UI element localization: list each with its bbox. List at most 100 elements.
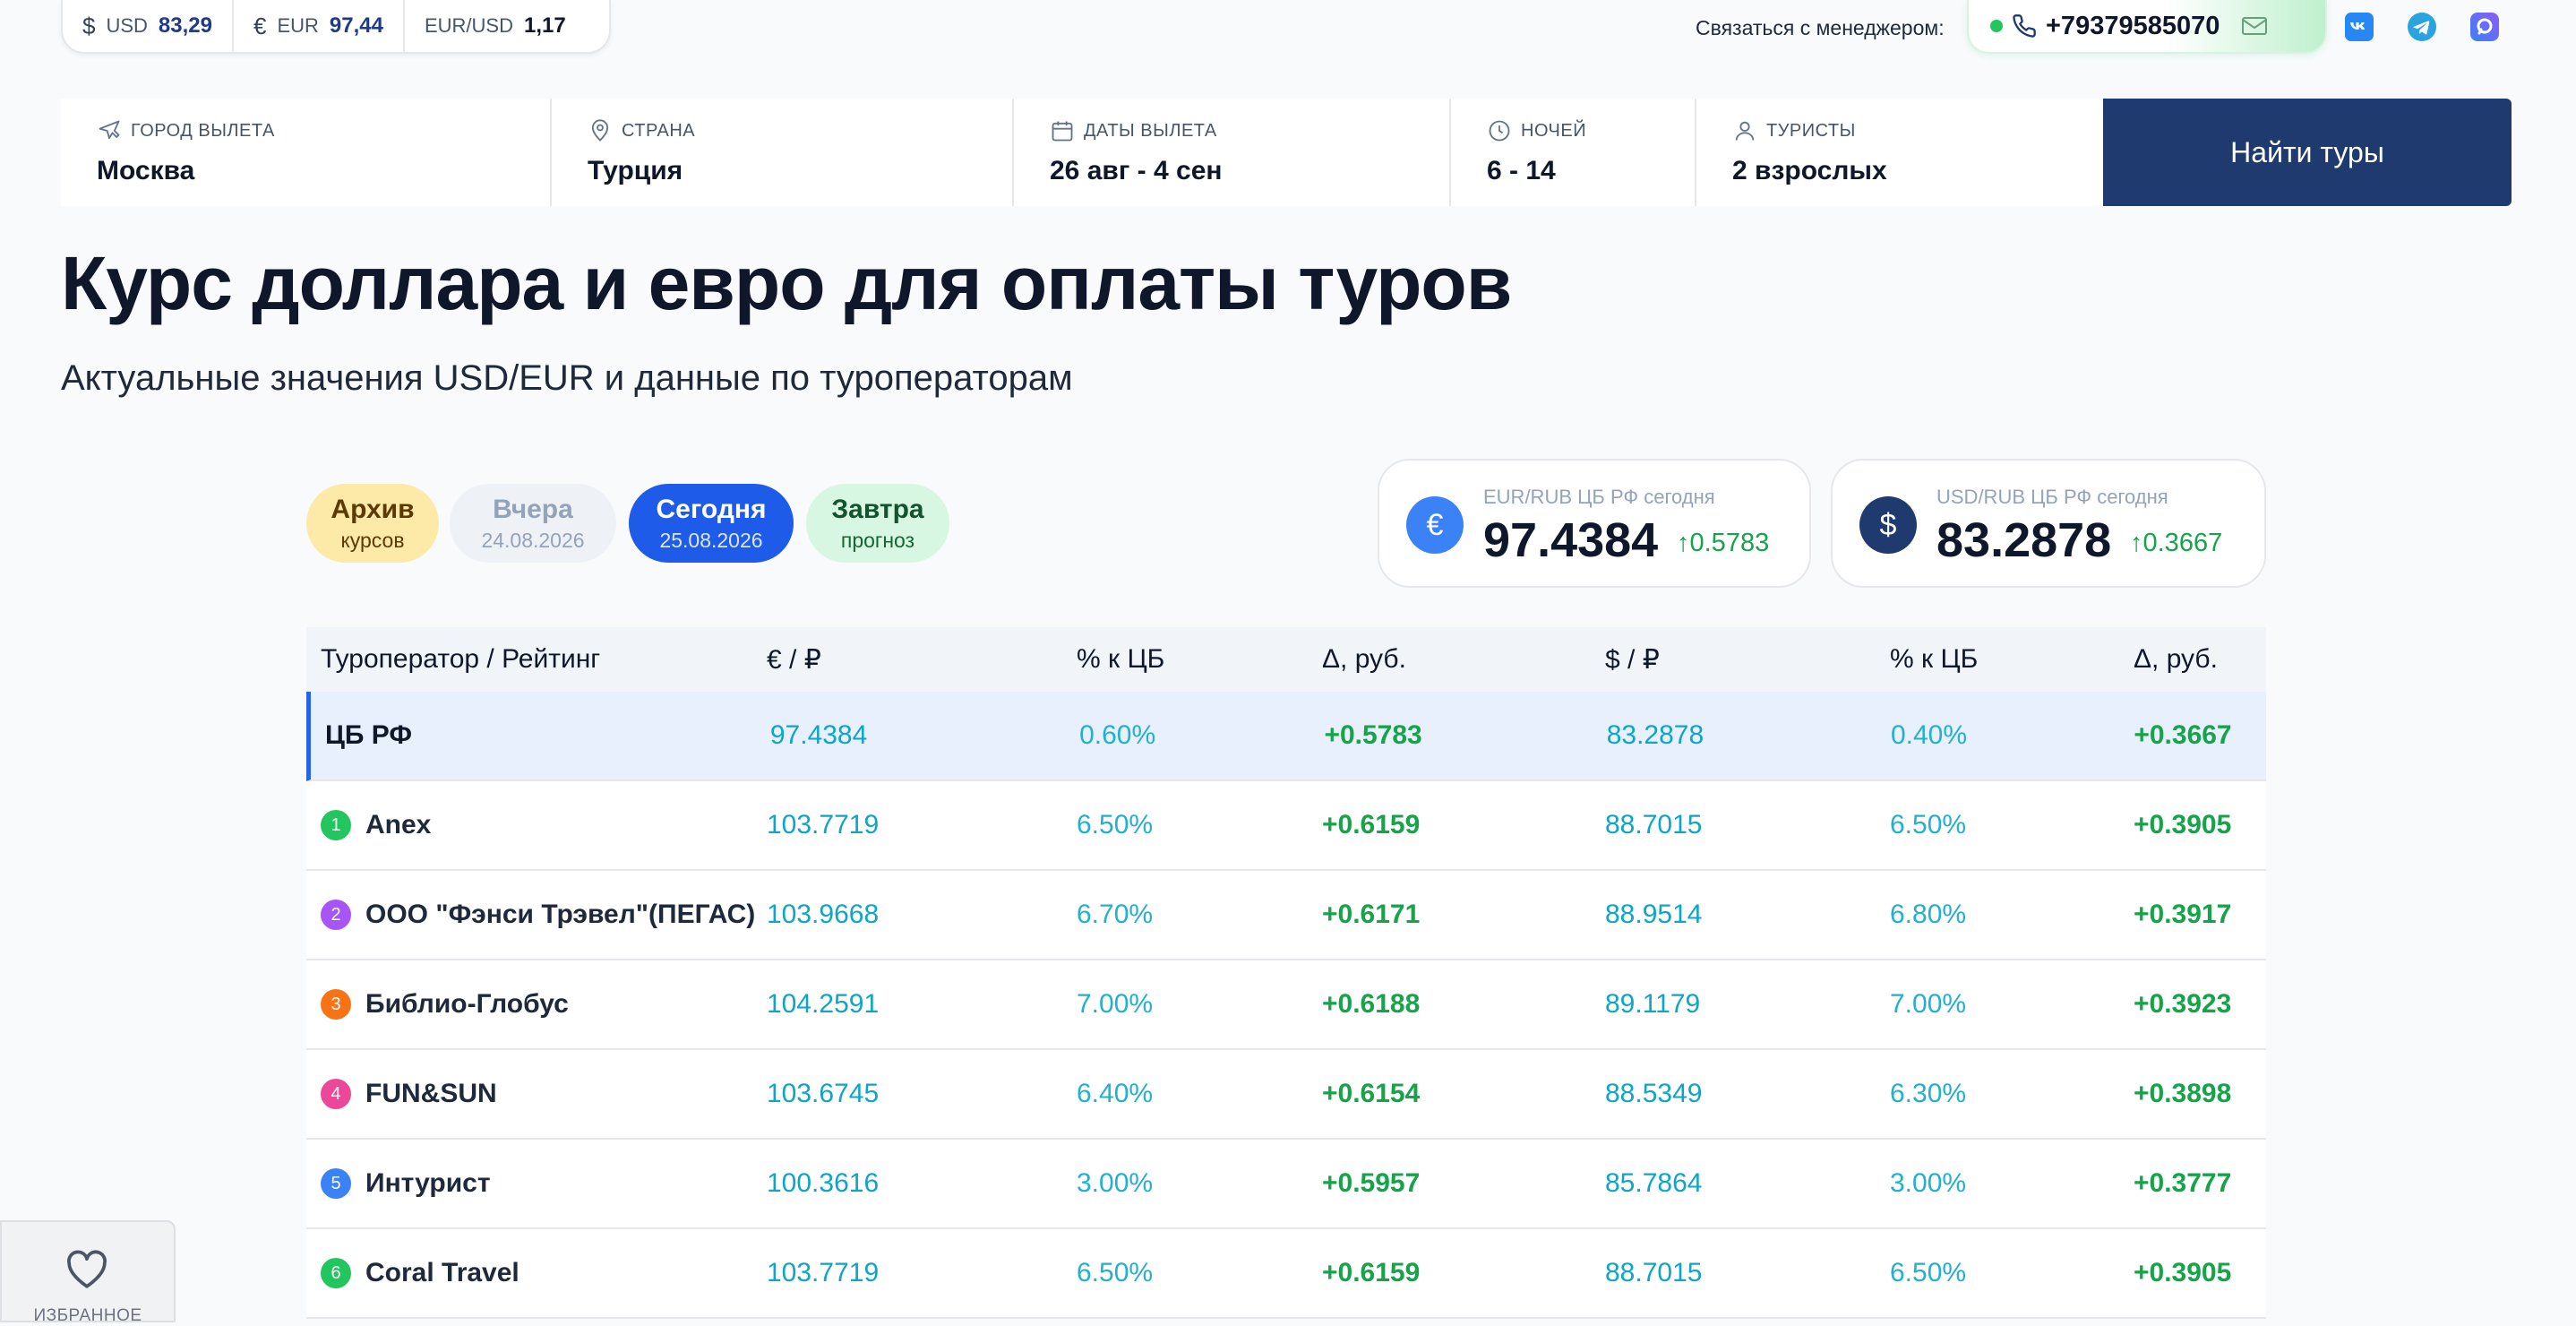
table-row[interactable]: 6 Coral Travel 103.7719 6.50% +0.6159 88.7015… xyxy=(306,1229,2266,1319)
eur-rub-cell: 103.9668 xyxy=(767,900,880,929)
eur-pct-cell: 0.60% xyxy=(1079,720,1156,750)
departure-dates-field[interactable]: ДАТЫ ВЫЛЕТА 26 авг - 4 сен xyxy=(1014,99,1451,206)
mail-icon[interactable] xyxy=(2241,15,2268,37)
tab-today-date: 25.08.2026 xyxy=(659,528,763,552)
country-field[interactable]: СТРАНА Турция xyxy=(552,99,1014,206)
phone-widget[interactable]: +79379585070 xyxy=(1967,0,2327,54)
arrow-up-icon: ↑ xyxy=(1677,529,1690,557)
eur-rub-card-delta: ↑0.5783 xyxy=(1677,529,1770,557)
usd-rub-cell: 88.7015 xyxy=(1605,810,1703,840)
tab-archive-sub: курсов xyxy=(340,528,405,552)
eur-delta-cell: +0.5783 xyxy=(1324,720,1422,750)
country-label: СТРАНА xyxy=(622,120,696,141)
eurusd-value: 1,17 xyxy=(523,13,566,38)
arrow-up-icon: ↑ xyxy=(2130,529,2143,557)
eur-rub-card: € EUR/RUB ЦБ РФ сегодня 97.4384 ↑0.5783 xyxy=(1378,459,1811,588)
rating-badge: 1 xyxy=(321,810,351,840)
operator-cell: 2 ООО "Фэнси Трэвел"(ПЕГАС) xyxy=(306,900,767,930)
eur-rub-cell: 100.3616 xyxy=(767,1168,880,1198)
tab-yesterday-date: 24.08.2026 xyxy=(481,528,585,552)
eur-pct-cell: 3.00% xyxy=(1077,1168,1154,1198)
heart-icon xyxy=(67,1250,107,1288)
col-usd-pct: % к ЦБ xyxy=(1890,644,1979,674)
eur-rate: € EUR 97,44 xyxy=(234,0,405,52)
page-subtitle: Актуальные значения USD/EUR и данные по … xyxy=(61,358,1073,398)
tour-search-form: ГОРОД ВЫЛЕТА Москва СТРАНА Турция ДАТЫ В… xyxy=(61,99,2512,206)
table-row[interactable]: 3 Библио-Глобус 104.2591 7.00% +0.6188 89.117… xyxy=(306,960,2266,1050)
telegram-icon[interactable] xyxy=(2408,13,2436,41)
eur-pct-cell: 7.00% xyxy=(1077,989,1154,1019)
favorites-label: ИЗБРАННОЕ xyxy=(33,1306,142,1325)
currency-rates-widget: $ USD 83,29 € EUR 97,44 EUR/USD 1,17 xyxy=(61,0,611,54)
tab-archive[interactable]: Архив курсов xyxy=(306,484,439,563)
usd-rub-cell: 88.5349 xyxy=(1605,1079,1703,1108)
usd-pct-cell: 6.50% xyxy=(1890,810,1967,840)
usd-delta-cell: +0.3667 xyxy=(2134,720,2232,750)
tab-today[interactable]: Сегодня 25.08.2026 xyxy=(629,484,794,563)
tourists-field[interactable]: ТУРИСТЫ 2 взрослых xyxy=(1696,99,2103,206)
clock-icon xyxy=(1489,120,1510,142)
operator-cell: 3 Библио-Глобус xyxy=(306,989,767,1020)
eur-rub-cell: 103.7719 xyxy=(767,810,880,840)
tourists-label: ТУРИСТЫ xyxy=(1766,120,1856,141)
usd-delta-cell: +0.3923 xyxy=(2134,989,2232,1019)
tab-archive-title: Архив xyxy=(331,494,415,524)
usd-rate: $ USD 83,29 xyxy=(63,0,234,52)
operator-cell: ЦБ РФ xyxy=(311,720,770,751)
dollar-circle-icon: $ xyxy=(1859,496,1917,554)
contact-manager-label: Связаться с менеджером: xyxy=(1696,16,1945,39)
col-eur-rub: € / ₽ xyxy=(767,644,821,675)
usd-delta-cell: +0.3898 xyxy=(2134,1079,2232,1108)
departure-city-field[interactable]: ГОРОД ВЫЛЕТА Москва xyxy=(61,99,552,206)
vk-icon[interactable] xyxy=(2345,13,2374,41)
tab-yesterday[interactable]: Вчера 24.08.2026 xyxy=(450,484,616,563)
eur-pct-cell: 6.50% xyxy=(1077,1258,1154,1287)
nights-field[interactable]: НОЧЕЙ 6 - 14 xyxy=(1451,99,1696,206)
phone-number-link[interactable]: +79379585070 xyxy=(2046,11,2220,40)
usd-pct-cell: 6.50% xyxy=(1890,1258,1967,1287)
col-usd-delta: Δ, руб. xyxy=(2134,644,2218,674)
rating-badge: 4 xyxy=(321,1079,351,1109)
usd-delta-cell: +0.3777 xyxy=(2134,1168,2232,1198)
favorites-button[interactable]: ИЗБРАННОЕ xyxy=(0,1220,176,1325)
operators-rates-table: Туроператор / Рейтинг € / ₽ % к ЦБ Δ, ру… xyxy=(306,627,2266,1319)
tab-tomorrow[interactable]: Завтра прогноз xyxy=(806,484,949,563)
nights-value: 6 - 14 xyxy=(1487,156,1556,185)
tourists-value: 2 взрослых xyxy=(1732,156,1887,185)
eur-rub-card-value: 97.4384 xyxy=(1483,513,1659,567)
eurusd-rate: EUR/USD 1,17 xyxy=(405,0,586,52)
table-row[interactable]: 4 FUN&SUN 103.6745 6.40% +0.6154 88.5349 6.30%… xyxy=(306,1050,2266,1140)
rating-badge: 2 xyxy=(321,900,351,930)
eur-delta-cell: +0.6159 xyxy=(1322,1258,1421,1287)
eur-value: 97,44 xyxy=(329,13,383,38)
operator-name: ЦБ РФ xyxy=(325,720,413,750)
tab-today-title: Сегодня xyxy=(656,494,767,524)
usd-delta-cell: +0.3905 xyxy=(2134,810,2232,840)
top-bar: $ USD 83,29 € EUR 97,44 EUR/USD 1,17 Свя… xyxy=(0,0,2576,54)
dollar-icon: $ xyxy=(82,12,96,39)
plane-icon xyxy=(99,120,120,140)
usd-rub-card-delta: ↑0.3667 xyxy=(2130,529,2223,557)
operator-cell: 5 Интурист xyxy=(306,1168,767,1199)
euro-icon: € xyxy=(253,12,267,39)
table-row[interactable]: ЦБ РФ 97.4384 0.60% +0.5783 83.2878 0.40% +0.3… xyxy=(306,692,2266,781)
table-row[interactable]: 5 Интурист 100.3616 3.00% +0.5957 85.7864 3.00… xyxy=(306,1140,2266,1229)
calendar-icon xyxy=(1052,121,1073,142)
operator-name: Интурист xyxy=(365,1168,491,1198)
col-eur-pct: % к ЦБ xyxy=(1077,644,1165,674)
operator-name: Coral Travel xyxy=(365,1258,519,1287)
eurusd-code: EUR/USD xyxy=(424,14,513,37)
euro-circle-icon: € xyxy=(1406,496,1464,554)
table-row[interactable]: 2 ООО "Фэнси Трэвел"(ПЕГАС) 103.9668 6.70% +… xyxy=(306,871,2266,960)
usd-rub-card-value: 83.2878 xyxy=(1936,513,2112,567)
online-status-dot xyxy=(1990,20,2003,32)
eur-delta-cell: +0.5957 xyxy=(1322,1168,1421,1198)
table-row[interactable]: 1 Anex 103.7719 6.50% +0.6159 88.7015 6.50% +0.… xyxy=(306,781,2266,871)
user-icon xyxy=(1735,121,1755,141)
eur-delta-cell: +0.6188 xyxy=(1322,989,1421,1019)
rating-badge: 3 xyxy=(321,989,351,1020)
find-tours-button[interactable]: Найти туры xyxy=(2103,99,2512,206)
location-pin-icon xyxy=(591,119,609,142)
max-icon[interactable] xyxy=(2470,13,2499,41)
rating-badge: 6 xyxy=(321,1258,351,1288)
